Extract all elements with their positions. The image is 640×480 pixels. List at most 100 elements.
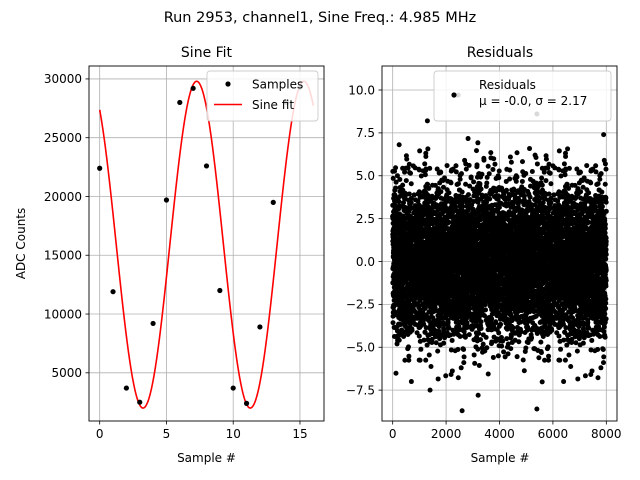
residual-point — [467, 306, 473, 312]
residual-point — [453, 169, 459, 175]
residual-point — [478, 337, 483, 343]
residual-point — [402, 357, 408, 363]
residual-point — [485, 163, 491, 169]
residual-point — [393, 179, 399, 185]
sample-point — [190, 85, 196, 91]
residual-point — [476, 330, 482, 336]
residual-point — [423, 325, 429, 331]
residual-point — [424, 342, 430, 348]
residual-point — [416, 167, 422, 173]
residual-point — [455, 375, 461, 381]
residual-point — [465, 136, 471, 142]
residual-point — [401, 334, 407, 340]
residual-point — [426, 185, 432, 191]
residual-point — [417, 148, 423, 154]
residual-point — [458, 171, 464, 177]
sine-fit-xtick-label: 10 — [226, 427, 241, 441]
residual-point — [490, 354, 496, 360]
residual-point — [405, 344, 411, 350]
residual-point — [416, 333, 422, 339]
residual-point — [507, 167, 513, 173]
residual-point — [483, 334, 489, 340]
residual-point — [474, 162, 480, 168]
residual-point — [418, 346, 424, 352]
residual-point — [426, 352, 432, 358]
residual-point — [490, 166, 496, 172]
residual-point — [459, 189, 465, 195]
residual-point — [472, 360, 478, 366]
sine-fit-ylabel: ADC Counts — [14, 208, 28, 280]
sine-fit-plot-area — [97, 80, 315, 409]
residuals-plot-area — [390, 92, 609, 414]
residual-point — [513, 178, 519, 184]
residual-point — [445, 320, 451, 326]
residual-point — [449, 368, 455, 374]
residual-point — [476, 363, 482, 369]
residual-point — [438, 189, 444, 195]
sample-point — [110, 289, 116, 295]
residual-point — [400, 182, 406, 188]
residual-point — [435, 348, 441, 354]
residual-point — [479, 171, 485, 177]
sample-point — [270, 199, 276, 205]
residual-point — [499, 343, 505, 349]
residual-point — [417, 357, 423, 363]
residual-point — [461, 346, 467, 352]
residual-point — [398, 321, 404, 327]
residual-point — [390, 175, 396, 181]
residual-point — [471, 179, 477, 185]
sine-fit-ytick-label: 10000 — [44, 307, 82, 321]
sine-fit-ytick-label: 30000 — [44, 72, 82, 86]
residual-point — [478, 325, 484, 331]
residual-point — [422, 161, 428, 167]
residual-point — [496, 175, 502, 181]
residual-point — [449, 337, 455, 343]
sine-fit-ytick-label: 15000 — [44, 249, 82, 263]
sample-point — [97, 165, 103, 171]
residual-point — [510, 325, 516, 331]
residual-point — [425, 181, 431, 187]
residual-point — [496, 330, 502, 336]
residual-point — [481, 157, 487, 163]
sine-fit-legend: Samples Sine fit — [206, 70, 319, 122]
legend-samples-label: Samples — [252, 78, 303, 92]
sample-point — [243, 400, 250, 406]
residual-point — [405, 165, 411, 171]
sample-point — [177, 99, 183, 106]
residual-point — [393, 185, 399, 191]
sample-point — [150, 320, 156, 327]
residual-point — [483, 307, 489, 313]
residual-point — [485, 371, 491, 377]
sample-point — [203, 163, 210, 169]
residual-point — [442, 175, 448, 181]
residual-point — [491, 156, 497, 162]
residual-point — [496, 168, 502, 174]
residual-point — [396, 142, 402, 148]
figure-suptitle: Run 2953, channel1, Sine Freq.: 4.985 MH… — [164, 10, 477, 26]
sample-point — [123, 385, 129, 391]
residual-point — [475, 140, 481, 146]
residual-point — [409, 327, 415, 333]
residual-point — [448, 180, 454, 186]
residual-point — [478, 186, 484, 192]
residual-point — [406, 191, 412, 197]
residual-point — [390, 320, 396, 326]
residual-point — [444, 163, 450, 169]
residual-point — [492, 161, 498, 167]
residual-point — [460, 203, 466, 209]
residual-point — [397, 194, 403, 200]
sine-fit-axes-frame — [88, 65, 325, 422]
legend-sine-fit-label: Sine fit — [252, 98, 294, 112]
residual-point — [403, 178, 409, 184]
residual-point — [473, 148, 479, 154]
residual-point — [455, 181, 461, 187]
residual-point — [408, 200, 414, 206]
residual-point — [406, 161, 412, 167]
residual-point — [423, 166, 429, 172]
residual-point — [408, 195, 414, 201]
sine-fit-title: Sine Fit — [181, 45, 233, 61]
residual-point — [471, 352, 477, 358]
residual-point — [516, 339, 522, 345]
residual-point — [393, 370, 399, 376]
sine-fit-xtick-label: 0 — [96, 427, 104, 441]
